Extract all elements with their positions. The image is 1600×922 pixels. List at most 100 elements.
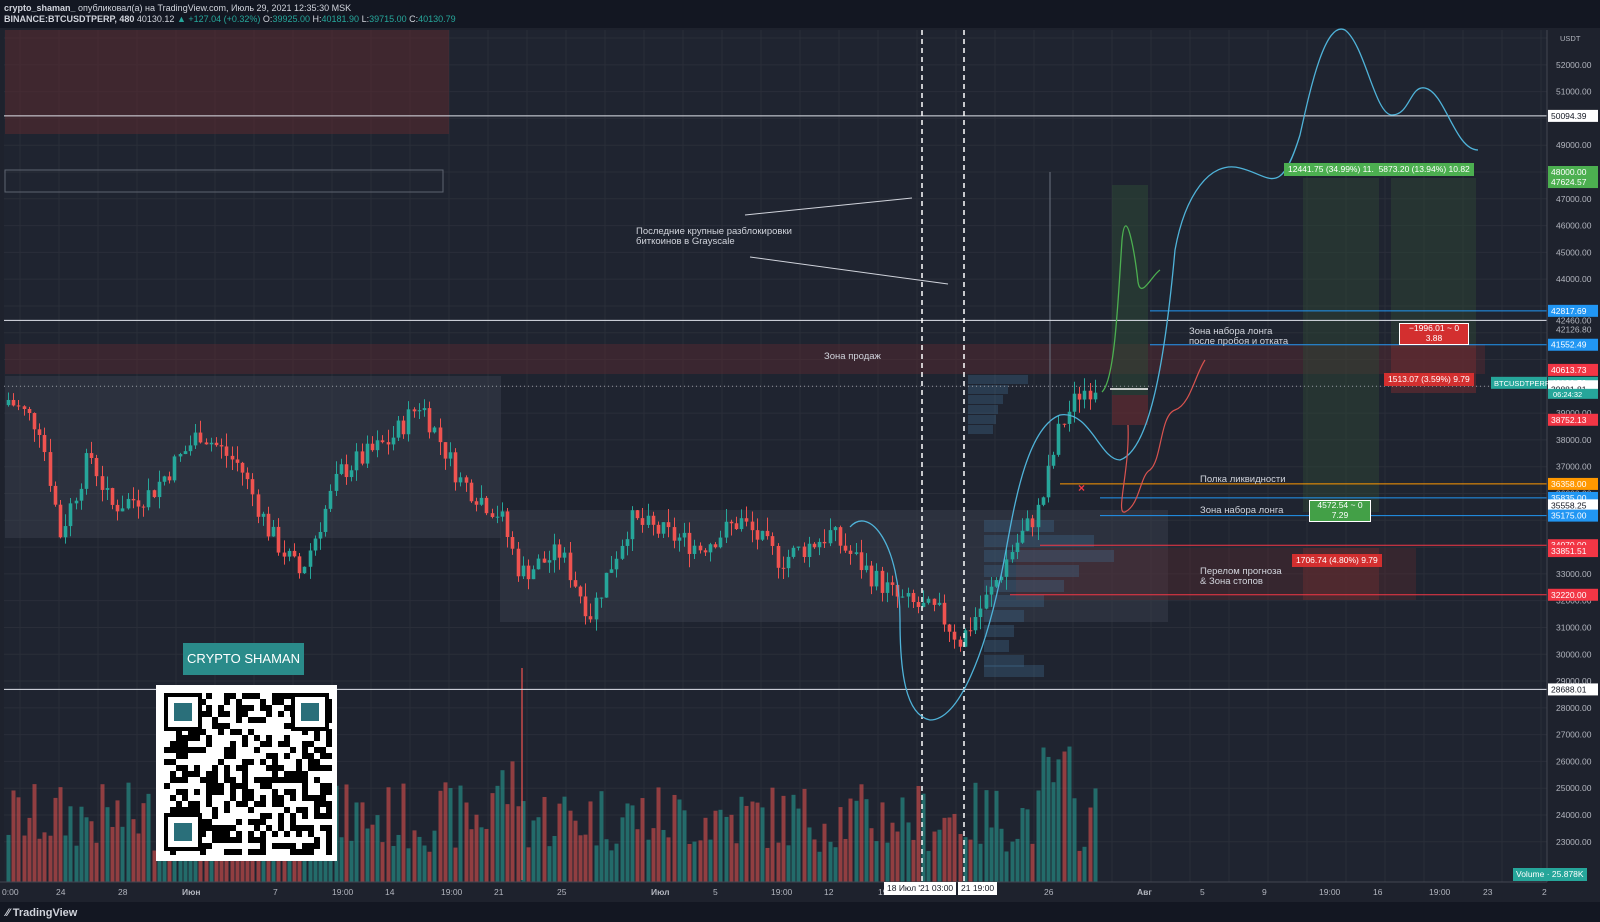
time-tick-label: 25: [557, 887, 567, 897]
price-tag-label: 36358.00: [1551, 479, 1587, 489]
volume-bar: [79, 806, 84, 882]
annotation-liquidity-shelf[interactable]: Полка ликвидности: [1200, 474, 1286, 485]
candle-body: [297, 556, 302, 574]
qr-module: [308, 741, 314, 747]
qr-module: [230, 795, 236, 801]
vp-bar: [984, 640, 1009, 652]
candle-body: [1036, 504, 1041, 528]
candle-body: [729, 521, 734, 524]
volume-bar: [1015, 838, 1020, 882]
target-position-label[interactable]: 12441.75 (34.99%) 11. 5873.20 (13.94%) 1…: [1284, 163, 1474, 176]
qr-module: [278, 711, 284, 717]
long-position-box[interactable]: 4572.54 ~ 0 7.29: [1309, 500, 1371, 522]
qr-module: [254, 717, 260, 723]
candle-body: [578, 586, 583, 597]
candle-body: [516, 548, 521, 577]
candle-body: [786, 556, 791, 569]
vp-bar: [984, 535, 1094, 547]
qr-module: [254, 825, 260, 831]
qr-module: [206, 777, 212, 783]
qr-module: [326, 753, 332, 759]
candle-body: [521, 565, 526, 577]
candle-body: [552, 544, 557, 561]
volume-bar: [807, 827, 812, 882]
tradingview-logo[interactable]: ⁄⁄ TradingView: [6, 907, 77, 919]
qr-module: [326, 807, 332, 813]
annotation-sell-zone[interactable]: Зона продаж: [824, 351, 881, 362]
candle-body: [282, 552, 287, 557]
candle-body: [193, 432, 198, 446]
qr-module: [248, 717, 254, 723]
candles: [6, 378, 1098, 652]
volume-bar: [916, 785, 921, 882]
candle-body: [885, 582, 890, 593]
vp-bar: [984, 665, 1044, 677]
annotation-forecast-break[interactable]: Перелом прогноза & Зона стопов: [1200, 566, 1282, 587]
qr-module: [308, 765, 314, 771]
candle-body: [562, 552, 567, 558]
qr-module: [188, 735, 194, 741]
candle-body: [880, 570, 885, 593]
qr-module: [170, 759, 176, 765]
candle-body: [1030, 518, 1035, 528]
vp-bar: [968, 415, 996, 424]
qr-module: [170, 741, 176, 747]
volume-bar: [318, 849, 323, 882]
qr-finder-center: [174, 823, 192, 841]
candle-body: [646, 515, 651, 525]
grid: [4, 30, 1547, 882]
candle-body: [37, 429, 42, 436]
qr-module: [302, 729, 308, 735]
volume-bar: [1056, 759, 1061, 882]
candle-body: [952, 631, 957, 640]
qr-module: [266, 813, 272, 819]
vp-bar: [984, 580, 1064, 592]
date-tag-1: 18 Июл '21 03:00: [884, 882, 957, 895]
volume-bar: [848, 798, 853, 882]
qr-module: [206, 771, 212, 777]
qr-module: [266, 735, 272, 741]
position-label-2[interactable]: 1706.74 (4.80%) 9.79: [1292, 554, 1382, 567]
time-tick-label: 7: [273, 887, 278, 897]
volume-bar: [370, 824, 375, 882]
qr-module: [278, 801, 284, 807]
volume-label[interactable]: Volume · 25.878K: [1513, 868, 1587, 881]
candle-body: [713, 544, 718, 548]
annotation-unlock[interactable]: Последние крупные разблокировки биткоино…: [636, 226, 792, 247]
qr-module: [260, 801, 266, 807]
qr-module: [266, 777, 272, 783]
symbol-info[interactable]: BINANCE:BTCUSDTPERP, 480: [4, 14, 135, 24]
price-tag: 41552.49: [1548, 338, 1598, 351]
candle-body: [978, 608, 983, 618]
vp-bar: [984, 595, 1044, 607]
qr-module: [236, 831, 242, 837]
candle-body: [417, 410, 422, 412]
axis-tick-label: 29000.00: [1556, 676, 1592, 686]
annotation-long-zone[interactable]: Зона набора лонга: [1200, 505, 1284, 516]
annotation-long-zone-breakout[interactable]: Зона набора лонга после пробоя и отката: [1189, 326, 1289, 347]
candle-body: [334, 473, 339, 491]
position-label-1[interactable]: 1513.07 (3.59%) 9.79: [1384, 373, 1474, 386]
candle-body: [682, 532, 687, 538]
qr-module: [320, 801, 326, 807]
candle-body: [947, 624, 952, 632]
candle-body: [510, 537, 515, 549]
axis-tick-label: 49000.00: [1556, 140, 1592, 150]
volume-bar: [120, 826, 125, 882]
qr-module: [248, 849, 254, 855]
time-tick-label: 12: [824, 887, 834, 897]
volume-bar: [880, 802, 885, 882]
qr-module: [302, 807, 308, 813]
vp-bar: [968, 405, 998, 414]
qr-module: [260, 699, 266, 705]
axis-tick-label: 44000.00: [1556, 274, 1592, 284]
author-name[interactable]: crypto_shaman_: [4, 3, 76, 13]
vp-bar: [968, 375, 1028, 384]
price-tag-bg: [1548, 413, 1598, 426]
qr-module: [182, 765, 188, 771]
candle-body: [313, 538, 318, 551]
time-tick-label: 9: [1262, 887, 1267, 897]
candle-body: [802, 546, 807, 558]
qr-module: [272, 795, 278, 801]
short-position-box[interactable]: −1996.01 ~ 0 3.88: [1399, 323, 1469, 345]
